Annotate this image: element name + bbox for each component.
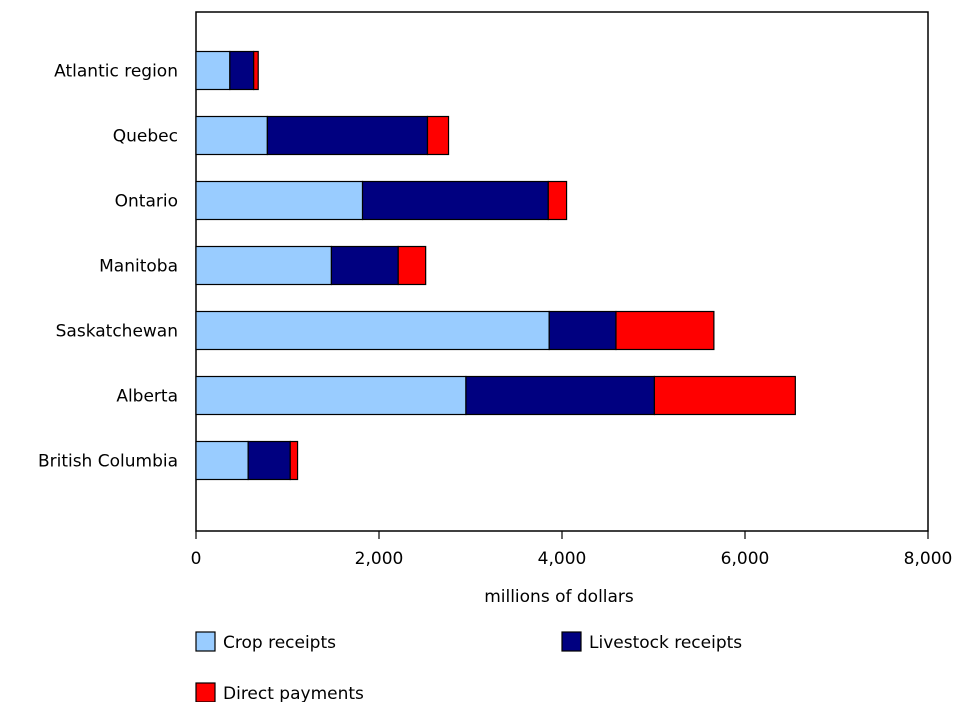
bar-british-columbia-crop-receipts [195, 440, 249, 481]
legend: Crop receipts Livestock receipts Direct pa… [195, 631, 742, 704]
bar-saskatchewan-crop-receipts [195, 310, 550, 351]
category-label: Ontario [115, 192, 178, 212]
category-label: British Columbia [38, 452, 178, 472]
bars-group [195, 50, 796, 481]
legend-swatch [195, 682, 216, 703]
bar-quebec-direct-payments [426, 115, 450, 156]
legend-label: Livestock receipts [589, 633, 742, 653]
x-axis-title: millions of dollars [484, 587, 634, 607]
category-label: Alberta [116, 387, 178, 407]
bar-british-columbia-direct-payments [289, 440, 299, 481]
x-tick-label: 8,000 [904, 549, 953, 569]
x-axis-ticks: 0 2,000 4,000 6,000 8,000 [191, 531, 953, 569]
bar-saskatchewan-direct-payments [615, 310, 715, 351]
category-label: Saskatchewan [56, 322, 178, 342]
bar-saskatchewan-livestock-receipts [548, 310, 617, 351]
bar-manitoba-crop-receipts [195, 245, 333, 286]
bar-british-columbia-livestock-receipts [247, 440, 291, 481]
bar-manitoba-livestock-receipts [330, 245, 399, 286]
bar-atlantic-region-livestock-receipts [229, 50, 255, 91]
bar-quebec-crop-receipts [195, 115, 268, 156]
legend-label: Direct payments [223, 684, 364, 702]
x-tick-label: 0 [191, 549, 202, 569]
bar-alberta-livestock-receipts [465, 375, 656, 416]
bar-atlantic-region-direct-payments [253, 50, 259, 91]
bar-quebec-livestock-receipts [266, 115, 429, 156]
bar-ontario-crop-receipts [195, 180, 364, 221]
legend-label: Crop receipts [223, 633, 336, 653]
bar-manitoba-direct-payments [397, 245, 427, 286]
category-label: Manitoba [99, 257, 178, 277]
bar-ontario-direct-payments [547, 180, 568, 221]
legend-swatch [195, 631, 216, 652]
category-labels: Atlantic region Quebec Ontario Manitoba Sask… [38, 62, 178, 472]
bar-ontario-livestock-receipts [361, 180, 549, 221]
bar-alberta-crop-receipts [195, 375, 467, 416]
category-label: Atlantic region [54, 62, 178, 82]
x-tick-label: 6,000 [721, 549, 770, 569]
legend-swatch [561, 631, 582, 652]
category-label: Quebec [113, 127, 178, 147]
x-tick-label: 2,000 [355, 549, 404, 569]
bar-alberta-direct-payments [653, 375, 796, 416]
x-tick-label: 4,000 [538, 549, 587, 569]
bar-atlantic-region-crop-receipts [195, 50, 231, 91]
